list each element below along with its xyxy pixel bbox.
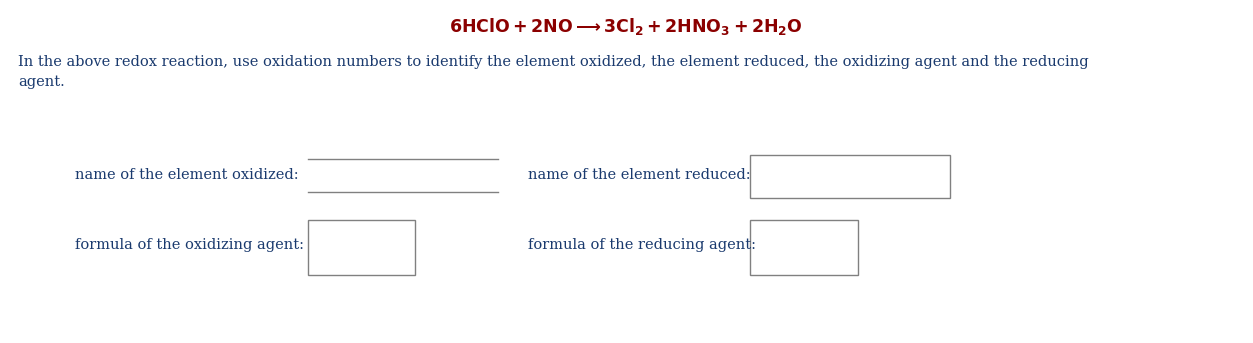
Text: name of the element oxidized:: name of the element oxidized:	[75, 168, 298, 182]
Bar	[751, 155, 950, 198]
Bar	[751, 220, 858, 275]
Bar	[308, 220, 415, 275]
Text: $\bf{6HClO + 2NO{\longrightarrow}3Cl_2 + 2HNO_3+ 2H_2O}$: $\bf{6HClO + 2NO{\longrightarrow}3Cl_2 +…	[449, 16, 803, 37]
Text: agent.: agent.	[18, 75, 65, 89]
Text: In the above redox reaction, use oxidation numbers to identify the element oxidi: In the above redox reaction, use oxidati…	[18, 55, 1089, 69]
Text: name of the element reduced:: name of the element reduced:	[528, 168, 751, 182]
Text: formula of the reducing agent:: formula of the reducing agent:	[528, 238, 756, 252]
Text: formula of the oxidizing agent:: formula of the oxidizing agent:	[75, 238, 304, 252]
